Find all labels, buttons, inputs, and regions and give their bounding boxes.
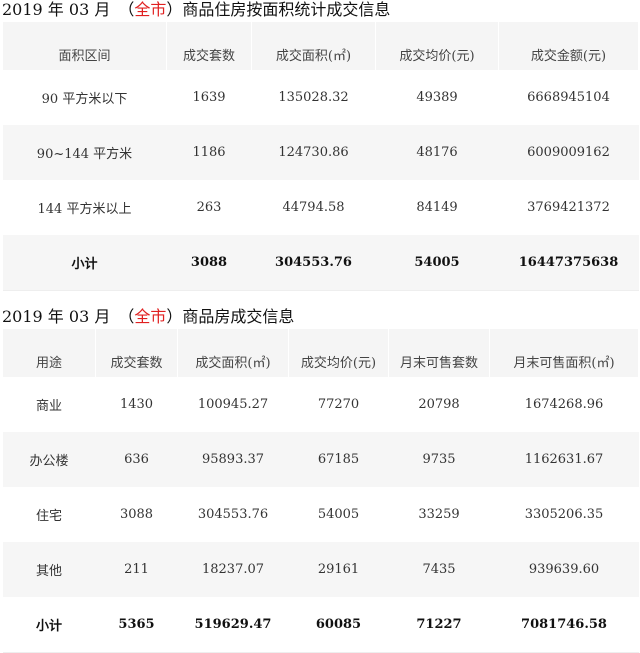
table-cell: 263 <box>196 200 222 215</box>
table-cell: 1639 <box>192 90 226 105</box>
table-cell: 1430 <box>119 397 154 412</box>
table-cell: 3305206.35 <box>524 507 604 522</box>
table-cell: 1162631.67 <box>489 432 639 487</box>
table-cell: 144 平方米以上 <box>37 202 132 217</box>
title-date: 2019 年 03 月 （ <box>2 307 135 326</box>
table-cell: 77270 <box>317 397 360 412</box>
table-cell: 124730.86 <box>251 125 376 180</box>
table-cell: 29161 <box>288 542 389 597</box>
table-cell: 135028.32 <box>278 90 349 105</box>
table-cell: 95893.37 <box>177 432 289 487</box>
table-cell: 7081746.58 <box>489 597 639 653</box>
table-cell: 636 <box>95 432 178 487</box>
table-row: 其他 211 18237.07 29161 7435 939639.60 <box>2 542 639 597</box>
column-header: 成交金额(元) <box>498 22 639 70</box>
subtotal-row: 小计 5365 519629.47 60085 71227 7081746.58 <box>2 597 639 653</box>
column-header: 成交套数 <box>95 329 178 377</box>
table-cell: 67185 <box>288 432 389 487</box>
table-cell: 7435 <box>388 542 490 597</box>
table-cell: 1186 <box>166 125 252 180</box>
column-header: 用途 <box>2 329 96 377</box>
table-cell: 33259 <box>418 507 460 522</box>
title-text: ）商品住房按面积统计成交信息 <box>166 0 391 19</box>
table-row: 办公楼 636 95893.37 67185 9735 1162631.67 <box>2 432 639 487</box>
table-cell: 9735 <box>388 432 490 487</box>
title-text: ）商品房成交信息 <box>166 307 295 326</box>
table-cell: 54005 <box>375 235 499 291</box>
table-cell: 18237.07 <box>177 542 289 597</box>
table-row: 90~144 平方米 1186 124730.86 48176 6009009162 <box>2 125 639 180</box>
table-cell: 44794.58 <box>282 200 345 215</box>
table-header-row: 用途 成交套数 成交面积(㎡) 成交均价(元) 月末可售套数 月末可售面积(㎡) <box>2 329 639 377</box>
table-cell: 20798 <box>418 397 460 412</box>
column-header: 成交均价(元) <box>375 22 499 70</box>
table2-title: 2019 年 03 月 （全市）商品房成交信息 <box>2 307 294 327</box>
table-cell: 6009009162 <box>498 125 639 180</box>
title-region: 全市 <box>134 0 167 19</box>
column-header: 成交面积(㎡) <box>251 22 376 70</box>
subtotal-row: 小计 3088 304553.76 54005 16447375638 <box>2 235 639 291</box>
table-cell: 71227 <box>388 597 490 653</box>
table-row: 90 平方米以下 1639 135028.32 49389 6668945104 <box>3 70 639 125</box>
table-cell: 1674268.96 <box>524 397 604 412</box>
table-cell: 住宅 <box>35 509 62 524</box>
table-cell: 54005 <box>317 507 360 522</box>
title-region: 全市 <box>134 307 167 326</box>
table-cell: 其他 <box>2 542 96 597</box>
table-cell: 519629.47 <box>177 597 289 653</box>
column-header: 成交面积(㎡) <box>177 329 289 377</box>
column-header: 成交套数 <box>166 22 252 70</box>
table-header-row: 面积区间 成交套数 成交面积(㎡) 成交均价(元) 成交金额(元) <box>2 22 639 70</box>
table-cell: 939639.60 <box>489 542 639 597</box>
table-cell: 84149 <box>416 200 458 215</box>
column-header: 成交均价(元) <box>288 329 389 377</box>
table-cell: 6668945104 <box>527 90 610 105</box>
table-row: 商业 1430 100945.27 77270 20798 1674268.96 <box>3 377 639 432</box>
usage-stats-table: 用途 成交套数 成交面积(㎡) 成交均价(元) 月末可售套数 月末可售面积(㎡)… <box>2 329 639 653</box>
table-cell: 304553.76 <box>251 235 376 291</box>
table-cell: 小计 <box>2 597 96 653</box>
table-cell: 90 平方米以下 <box>41 92 128 107</box>
table-cell: 211 <box>95 542 178 597</box>
table-cell: 60085 <box>288 597 389 653</box>
column-header: 月末可售套数 <box>388 329 490 377</box>
table-cell: 304553.76 <box>197 507 269 522</box>
area-stats-table: 面积区间 成交套数 成交面积(㎡) 成交均价(元) 成交金额(元) 90 平方米… <box>2 22 639 291</box>
table-cell: 48176 <box>375 125 499 180</box>
table-cell: 90~144 平方米 <box>2 125 167 180</box>
column-header: 面积区间 <box>2 22 167 70</box>
title-date: 2019 年 03 月 （ <box>2 0 135 19</box>
table-cell: 49389 <box>416 90 458 105</box>
table-cell: 3088 <box>119 507 154 522</box>
table-cell: 小计 <box>2 235 167 291</box>
table-cell: 3088 <box>166 235 252 291</box>
table-row: 住宅 3088 304553.76 54005 33259 3305206.35 <box>3 487 639 542</box>
column-header: 月末可售面积(㎡) <box>489 329 639 377</box>
table-cell: 3769421372 <box>527 200 610 215</box>
table-cell: 办公楼 <box>2 432 96 487</box>
table-row: 144 平方米以上 263 44794.58 84149 3769421372 <box>3 180 639 235</box>
table1-title: 2019 年 03 月 （全市）商品住房按面积统计成交信息 <box>2 0 390 20</box>
table-cell: 100945.27 <box>197 397 269 412</box>
table-cell: 16447375638 <box>498 235 639 291</box>
table-cell: 商业 <box>35 399 62 414</box>
table-cell: 5365 <box>95 597 178 653</box>
